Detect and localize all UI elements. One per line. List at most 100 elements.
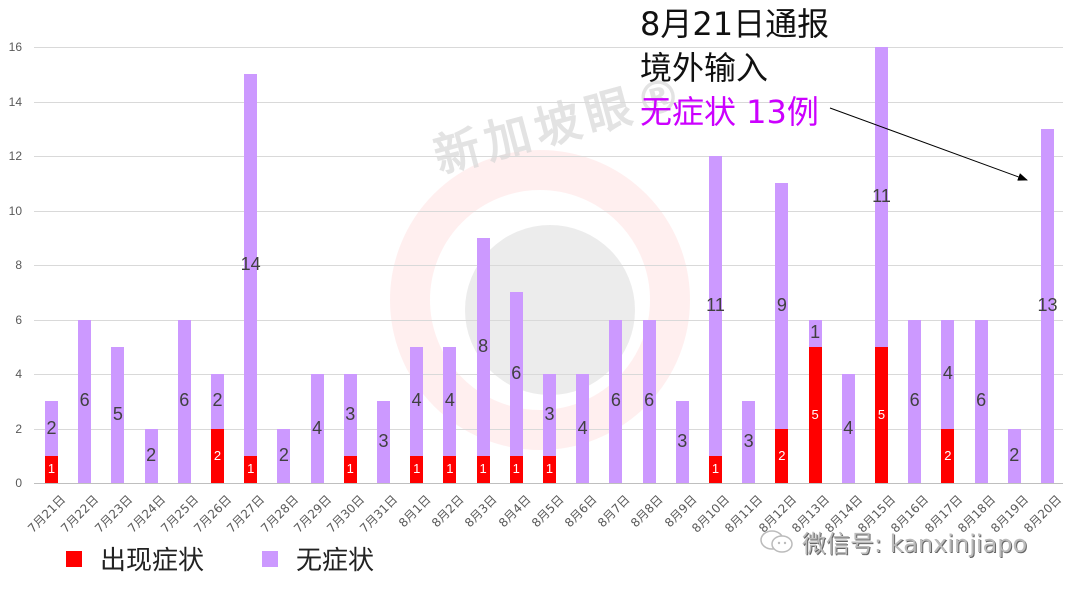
bar-segment-symptomatic <box>410 455 424 483</box>
y-tick-label: 4 <box>15 367 22 381</box>
bar-segment-asymptomatic <box>509 292 523 456</box>
data-label-symptomatic: 1 <box>479 461 487 477</box>
data-label-asymptomatic: 6 <box>976 390 987 411</box>
data-label-symptomatic: 2 <box>778 447 786 463</box>
gridline <box>34 265 1063 266</box>
bar-segment-symptomatic <box>709 455 722 483</box>
bar-segment-asymptomatic <box>808 319 822 347</box>
bar-segment-symptomatic <box>875 346 888 483</box>
data-label-asymptomatic: 9 <box>776 294 787 315</box>
legend-swatch-purple <box>262 550 279 567</box>
bar-segment-symptomatic <box>45 455 58 483</box>
bar-segment-asymptomatic <box>1007 428 1021 483</box>
x-tick-label: 8月8日 <box>628 492 666 531</box>
bar-segment-asymptomatic <box>144 428 158 483</box>
bar-segment-asymptomatic <box>310 374 324 483</box>
x-tick-label: 8月1日 <box>395 492 434 531</box>
data-label-asymptomatic: 4 <box>312 417 323 438</box>
bar-segment-asymptomatic <box>78 319 92 483</box>
annotation-line-1: 8月21日通报 <box>640 5 830 43</box>
bar-segment-asymptomatic <box>476 237 490 456</box>
data-label-asymptomatic: 6 <box>610 390 621 411</box>
data-label-asymptomatic: 11 <box>706 294 725 315</box>
bar-segment-asymptomatic <box>277 428 291 483</box>
data-label-symptomatic: 1 <box>512 461 520 477</box>
data-label-asymptomatic: 1 <box>810 322 821 343</box>
gridline <box>34 101 1063 103</box>
annotation-callout: 8月21日通报 境外输入 无症状 13例 <box>640 2 829 134</box>
wechat-id: 微信号: kanxinjiapo <box>802 530 1028 558</box>
data-label-asymptomatic: 3 <box>544 403 555 424</box>
y-tick-label: 2 <box>15 421 22 436</box>
legend: 出现症状 无症状 <box>66 540 432 577</box>
gridline <box>34 319 1063 321</box>
bar-segment-asymptomatic <box>974 319 988 483</box>
x-tick-label: 8月2日 <box>429 492 467 531</box>
y-tick-label: 0 <box>15 476 22 490</box>
bar-segment-symptomatic <box>443 455 457 483</box>
bar-segment-asymptomatic <box>244 74 258 456</box>
data-label-asymptomatic: 4 <box>843 417 854 438</box>
data-label-symptomatic: 5 <box>877 406 886 422</box>
data-label-asymptomatic: 2 <box>46 417 57 438</box>
bar-segment-asymptomatic <box>443 346 457 456</box>
gridline <box>34 210 1063 212</box>
bar-segment-asymptomatic <box>377 401 390 483</box>
data-label-asymptomatic: 3 <box>677 431 688 452</box>
bar-segment-asymptomatic <box>675 401 689 483</box>
data-label-asymptomatic: 4 <box>577 417 588 438</box>
bar-segment-asymptomatic <box>1041 128 1054 483</box>
legend-label: 出现症状 <box>100 546 205 576</box>
y-tick-label: 8 <box>15 258 22 272</box>
gridline <box>34 47 1063 48</box>
data-label-asymptomatic: 3 <box>743 431 754 452</box>
data-label-asymptomatic: 6 <box>909 390 920 411</box>
bar-segment-symptomatic <box>941 428 955 483</box>
bar-segment-asymptomatic <box>211 374 224 429</box>
bar-segment-asymptomatic <box>543 374 556 456</box>
data-label-asymptomatic: 8 <box>478 335 489 356</box>
data-label-symptomatic: 1 <box>545 461 554 477</box>
data-label-symptomatic: 2 <box>213 447 222 463</box>
data-label-asymptomatic: 4 <box>942 363 953 383</box>
data-label-symptomatic: 1 <box>711 461 720 477</box>
annotation-line-3: 无症状 13例 <box>640 93 819 131</box>
x-tick-label: 8月7日 <box>595 492 633 531</box>
bar-segment-asymptomatic <box>941 319 955 429</box>
data-label-asymptomatic: 2 <box>212 390 223 411</box>
bar-segment-symptomatic <box>808 346 822 483</box>
data-label-asymptomatic: 2 <box>1009 444 1020 465</box>
legend-swatch-red <box>66 550 82 567</box>
data-label-asymptomatic: 6 <box>79 390 90 411</box>
data-label-symptomatic: 1 <box>413 461 421 477</box>
bar-segment-asymptomatic <box>609 319 623 483</box>
bar-segment-symptomatic <box>543 455 556 483</box>
legend-item-asymptomatic: 无症状 <box>262 540 374 577</box>
wechat-icon <box>760 529 793 553</box>
data-label-symptomatic: 1 <box>47 461 56 477</box>
bar-segment-asymptomatic <box>111 346 125 483</box>
data-label-asymptomatic: 6 <box>179 390 190 411</box>
gridline <box>34 483 1063 484</box>
y-tick-label: 10 <box>8 203 22 218</box>
x-tick-label: 8月4日 <box>495 492 534 531</box>
bar-segment-symptomatic <box>476 455 490 483</box>
y-tick-label: 14 <box>8 94 22 109</box>
y-tick-label: 12 <box>8 149 22 163</box>
data-label-asymptomatic: 14 <box>240 254 261 274</box>
bar-segment-asymptomatic <box>343 374 357 456</box>
data-label-asymptomatic: 6 <box>511 363 522 383</box>
watermark-logo-core <box>465 225 635 395</box>
wechat-watermark: 微信号: kanxinjiapo <box>760 524 1027 559</box>
data-label-asymptomatic: 3 <box>378 431 389 452</box>
y-tick-label: 16 <box>8 40 22 54</box>
data-label-asymptomatic: 5 <box>112 403 123 424</box>
data-label-asymptomatic: 13 <box>1037 294 1058 315</box>
legend-item-symptomatic: 出现症状 <box>66 540 204 577</box>
bar-segment-symptomatic <box>509 455 523 483</box>
bar-segment-asymptomatic <box>908 319 922 483</box>
bar-segment-asymptomatic <box>410 346 424 456</box>
bar-segment-asymptomatic <box>775 183 789 429</box>
bar-segment-asymptomatic <box>841 374 855 483</box>
